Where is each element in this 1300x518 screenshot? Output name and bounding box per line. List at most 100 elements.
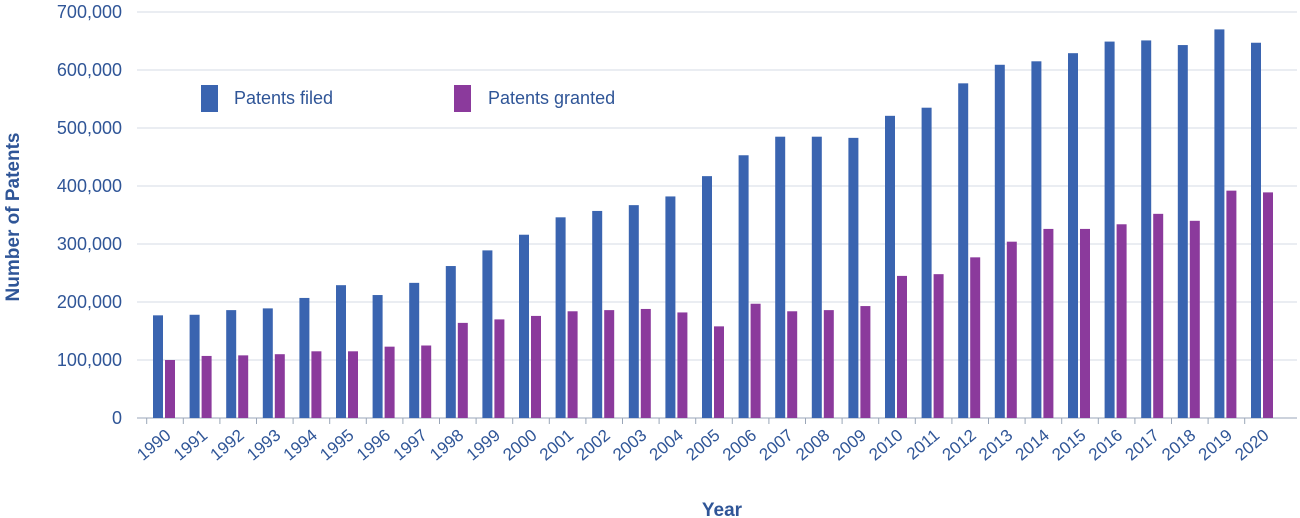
bar-patents-filed — [1251, 42, 1261, 419]
x-tick-label: 2017 — [1122, 426, 1163, 465]
x-tick-label: 1996 — [353, 426, 394, 465]
bar-patents-filed — [1104, 41, 1115, 419]
bar-patents-filed — [189, 314, 200, 418]
x-tick-label: 1997 — [390, 426, 431, 465]
x-tick-label: 2015 — [1048, 426, 1089, 465]
bar-patents-filed — [665, 196, 676, 418]
bar-patents-granted — [494, 319, 505, 418]
x-tick-label: 2018 — [1158, 426, 1199, 465]
bar-patents-granted — [933, 274, 944, 418]
bar-patents-granted — [640, 308, 651, 418]
x-tick-label: 2005 — [682, 426, 723, 465]
bar-patents-filed — [299, 297, 310, 418]
x-tick-label: 1999 — [463, 426, 504, 465]
x-tick-label: 2016 — [1085, 426, 1126, 465]
bar-patents-granted — [860, 306, 871, 418]
x-tick-label: 1993 — [243, 426, 284, 465]
x-tick-label: 2003 — [609, 426, 650, 465]
bar-patents-filed — [738, 155, 749, 418]
bar-patents-filed — [702, 176, 712, 418]
bar-patents-filed — [262, 308, 273, 418]
y-tick-label: 100,000 — [57, 350, 122, 370]
bar-patents-filed — [994, 64, 1005, 418]
y-tick-label: 500,000 — [57, 118, 122, 138]
bar-patents-filed — [1031, 61, 1042, 419]
bar-patents-filed — [958, 83, 969, 418]
bar-patents-granted — [787, 311, 798, 418]
bars — [153, 29, 1273, 419]
bar-patents-granted — [567, 311, 578, 418]
x-tick-label: 2019 — [1195, 426, 1236, 465]
legend-swatch-granted — [454, 85, 471, 112]
x-tick-label: 2020 — [1231, 426, 1272, 465]
x-tick-label: 2010 — [865, 426, 906, 465]
bar-patents-granted — [970, 257, 981, 418]
x-tick-label: 2013 — [975, 426, 1016, 465]
x-tick-label: 2014 — [1012, 426, 1053, 465]
x-axis-title: Year — [702, 500, 743, 518]
y-tick-label: 300,000 — [57, 234, 122, 254]
bar-patents-filed — [628, 205, 639, 418]
legend-swatch-filed — [201, 85, 218, 112]
x-axis-ticks: 1990199119921993199419951996199719981999… — [133, 418, 1273, 465]
bar-patents-filed — [811, 136, 822, 418]
bar-patents-granted — [165, 360, 175, 418]
bar-patents-filed — [1068, 53, 1078, 419]
bar-patents-granted — [384, 346, 395, 418]
bar-patents-filed — [555, 217, 566, 418]
bar-patents-granted — [750, 303, 761, 418]
bar-patents-granted — [714, 326, 724, 418]
bar-patents-filed — [592, 210, 603, 418]
gridlines — [137, 11, 1297, 419]
x-tick-label: 2012 — [939, 426, 980, 465]
x-tick-label: 1995 — [316, 426, 357, 465]
x-tick-label: 1994 — [280, 426, 321, 465]
bar-patents-granted — [201, 355, 212, 418]
y-tick-label: 200,000 — [57, 292, 122, 312]
bar-patents-granted — [1226, 190, 1237, 418]
y-tick-label: 600,000 — [57, 60, 122, 80]
y-tick-label: 0 — [112, 408, 122, 428]
legend: Patents filed Patents granted — [201, 85, 615, 112]
bar-patents-filed — [885, 115, 895, 418]
x-tick-label: 1992 — [207, 426, 248, 465]
bar-patents-filed — [482, 250, 493, 418]
x-tick-label: 2006 — [719, 426, 760, 465]
x-tick-label: 2011 — [903, 426, 943, 464]
bar-patents-granted — [311, 351, 322, 418]
bar-patents-filed — [445, 266, 456, 418]
x-tick-label: 2002 — [573, 426, 614, 465]
bar-patents-filed — [409, 282, 420, 418]
bar-patents-granted — [274, 354, 285, 418]
x-tick-label: 2008 — [792, 426, 833, 465]
bar-patents-granted — [1189, 220, 1200, 418]
bar-patents-granted — [238, 355, 249, 418]
x-tick-label: 1998 — [426, 426, 467, 465]
x-tick-label: 2001 — [536, 426, 577, 465]
y-tick-label: 400,000 — [57, 176, 122, 196]
bar-patents-filed — [1141, 40, 1152, 419]
y-axis-ticks: 0 100,000 200,000 300,000 400,000 500,000 600,… — [57, 2, 122, 428]
bar-patents-granted — [348, 351, 358, 418]
x-tick-label: 2009 — [829, 426, 870, 465]
bar-patents-filed — [372, 295, 383, 418]
x-tick-label: 2004 — [646, 426, 687, 465]
x-tick-label: 2000 — [499, 426, 540, 465]
bar-patents-granted — [677, 312, 688, 418]
bar-patents-filed — [848, 137, 859, 419]
bar-patents-granted — [1263, 192, 1273, 418]
bar-patents-granted — [421, 345, 432, 418]
bar-patents-granted — [1043, 228, 1054, 418]
bar-patents-granted — [1116, 224, 1127, 418]
bar-patents-granted — [1153, 213, 1164, 418]
x-tick-label: 1991 — [170, 426, 211, 465]
bar-patents-filed — [1177, 45, 1188, 419]
bar-patents-granted — [897, 275, 907, 418]
y-axis-title: Number of Patents — [3, 133, 24, 302]
bar-patents-filed — [153, 315, 163, 418]
bar-patents-filed — [775, 136, 786, 418]
bar-patents-granted — [604, 310, 615, 418]
bar-patents-filed — [226, 310, 237, 418]
bar-patents-filed — [1214, 29, 1225, 419]
